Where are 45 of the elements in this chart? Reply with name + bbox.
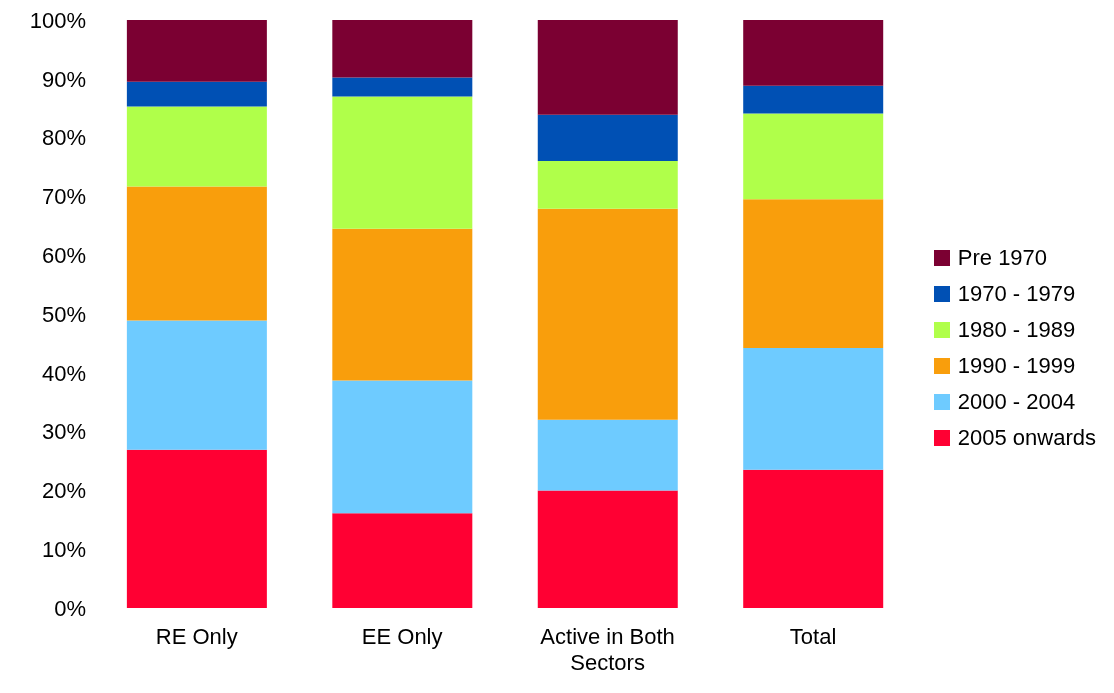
bar: [332, 96, 473, 229]
bar: [332, 380, 473, 514]
y-tick-label: 40%: [41, 360, 86, 386]
bar: [537, 490, 678, 608]
bar: [126, 106, 267, 187]
x-tick-label: Active in Both Sectors: [540, 624, 675, 675]
y-tick-label: 30%: [41, 419, 86, 445]
bar: [537, 419, 678, 491]
bar: [743, 469, 884, 608]
y-tick-label: 90%: [41, 66, 86, 92]
y-tick-label: 20%: [41, 478, 86, 504]
bar: [126, 320, 267, 450]
bar: [126, 81, 267, 107]
x-tick-label: RE Only: [155, 624, 238, 649]
bar: [126, 186, 267, 321]
legend-label: Pre 1970: [957, 245, 1048, 271]
legend-label: 1970 - 1979: [957, 281, 1076, 307]
bar: [537, 208, 678, 420]
bar: [537, 161, 678, 209]
bar: [126, 449, 267, 608]
legend-label: 1990 - 1999: [957, 353, 1076, 379]
bar: [332, 77, 473, 97]
bar: [743, 199, 884, 349]
y-tick-label: 60%: [41, 243, 86, 269]
x-tick-label: EE Only: [361, 624, 443, 649]
legend-label: 2005 onwards: [957, 425, 1096, 451]
y-tick-label: 0%: [54, 595, 86, 621]
bar: [743, 20, 884, 86]
bar: [332, 513, 473, 608]
bar: [743, 348, 884, 470]
bar: [332, 20, 473, 78]
bar: [743, 85, 884, 114]
legend-label: 2000 - 2004: [957, 389, 1076, 415]
x-tick-label: Total: [789, 624, 837, 649]
bar: [126, 20, 267, 82]
y-tick-label: 80%: [41, 125, 86, 151]
y-tick-label: 50%: [41, 301, 86, 327]
bar: [332, 228, 473, 381]
bar: [537, 114, 678, 162]
y-tick-label: 70%: [41, 184, 86, 210]
legend-label: 1980 - 1989: [957, 317, 1076, 343]
bar: [743, 113, 884, 200]
y-tick-label: 100%: [29, 7, 86, 33]
bar: [537, 20, 678, 115]
y-tick-label: 10%: [41, 537, 86, 563]
